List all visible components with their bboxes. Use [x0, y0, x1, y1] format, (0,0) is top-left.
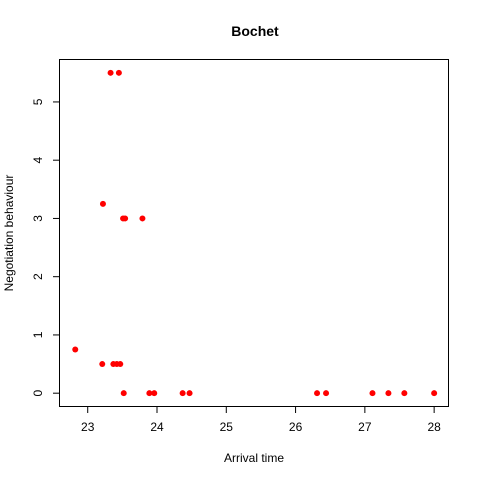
- y-tick-label: 1: [31, 331, 45, 338]
- data-point: [323, 390, 330, 397]
- data-point: [179, 390, 186, 397]
- x-tick-label: 28: [427, 420, 441, 434]
- x-axis-label: Arrival time: [224, 451, 284, 465]
- x-tick-label: 26: [289, 420, 303, 434]
- data-point: [139, 215, 146, 222]
- data-point: [122, 215, 129, 222]
- y-tick-label: 3: [31, 215, 45, 222]
- data-point: [117, 361, 124, 368]
- plot-area: [59, 59, 449, 407]
- data-point: [99, 361, 106, 368]
- data-point: [186, 390, 193, 397]
- data-point: [431, 390, 438, 397]
- data-point: [99, 200, 106, 207]
- y-tick-label: 2: [31, 273, 45, 280]
- data-point: [151, 390, 158, 397]
- y-tick-label: 4: [31, 157, 45, 164]
- x-tick-label: 23: [81, 420, 95, 434]
- y-tick-label: 5: [31, 98, 45, 105]
- y-axis: 0 1 2 3 4 5: [31, 98, 60, 397]
- data-point: [120, 390, 127, 397]
- data-point: [107, 69, 114, 76]
- data-point: [115, 69, 122, 76]
- data-point: [385, 390, 392, 397]
- data-point: [314, 390, 321, 397]
- x-axis: 23 24 25 26 27 28: [81, 406, 441, 434]
- x-tick-label: 24: [150, 420, 164, 434]
- y-tick-label: 0: [31, 390, 45, 397]
- chart-title: Bochet: [231, 23, 279, 39]
- y-axis-label: Negotiation behaviour: [2, 175, 16, 292]
- data-point: [72, 346, 79, 353]
- x-tick-label: 27: [358, 420, 372, 434]
- x-tick-label: 25: [220, 420, 234, 434]
- data-point: [401, 390, 408, 397]
- data-point: [146, 390, 153, 397]
- data-point: [369, 390, 376, 397]
- data-points: [72, 69, 438, 397]
